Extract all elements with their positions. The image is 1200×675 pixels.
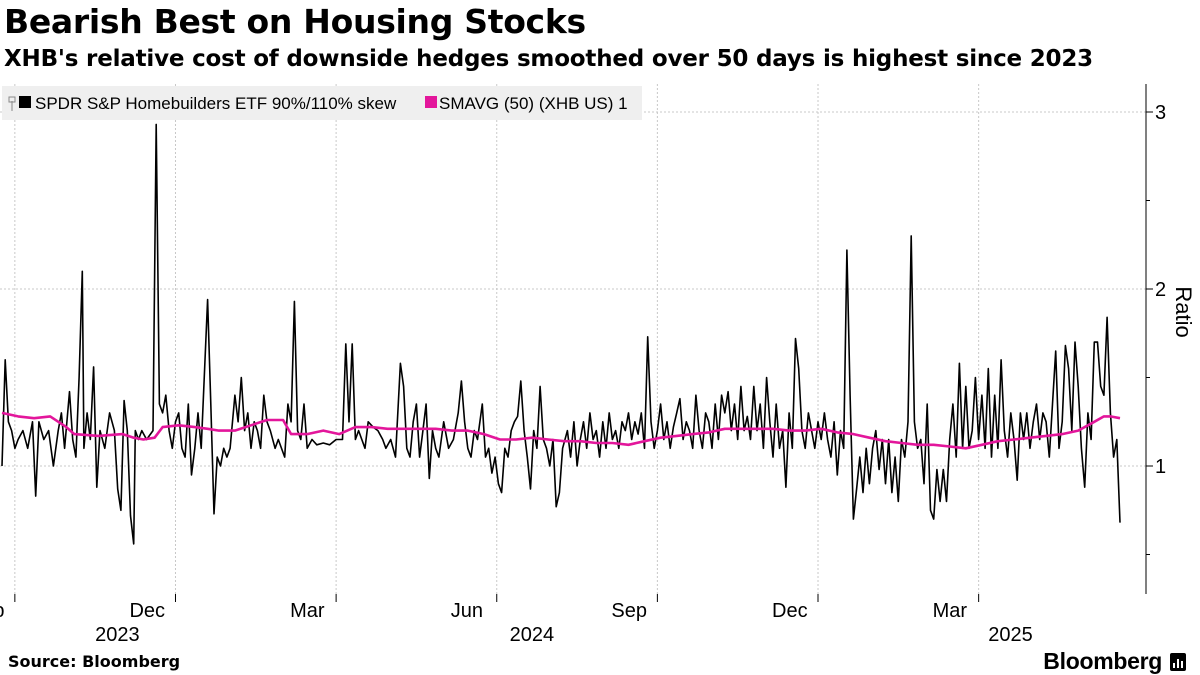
x-tick-label: Jun bbox=[451, 600, 483, 622]
x-tick-label: Mar bbox=[290, 600, 325, 622]
x-tick-label: Dec bbox=[772, 600, 808, 622]
page-title: Bearish Best on Housing Stocks bbox=[4, 2, 586, 41]
x-tick-label: Sep bbox=[0, 600, 4, 622]
x-tick-label: Dec bbox=[129, 600, 165, 622]
pin-head-icon bbox=[8, 96, 16, 103]
x-tick-label: Sep bbox=[611, 600, 647, 622]
source-note: Source: Bloomberg bbox=[8, 652, 181, 671]
series-line-smavg bbox=[1, 411, 1121, 450]
legend-swatch bbox=[19, 96, 31, 108]
y-axis-title: Ratio bbox=[1171, 286, 1196, 337]
x-year-label: 2025 bbox=[988, 624, 1033, 646]
x-year-label: 2024 bbox=[510, 624, 554, 646]
legend-label: SPDR S&P Homebuilders ETF 90%/110% skew bbox=[35, 94, 397, 113]
brand-name: Bloomberg bbox=[1043, 648, 1162, 674]
y-tick-label: 3 bbox=[1155, 102, 1166, 124]
page-subtitle: XHB's relative cost of downside hedges s… bbox=[4, 46, 1093, 72]
legend-box bbox=[2, 86, 642, 120]
legend-swatch bbox=[425, 96, 437, 108]
x-year-label: 2023 bbox=[95, 624, 139, 646]
series-line-skew bbox=[1, 123, 1121, 545]
y-tick-label: 1 bbox=[1155, 456, 1166, 478]
legend-label: SMAVG (50) (XHB US) 1 bbox=[439, 94, 628, 113]
x-tick-label: Mar bbox=[933, 600, 968, 622]
brand-logo: Bloomberg bbox=[1043, 648, 1186, 675]
y-tick-label: 2 bbox=[1155, 279, 1166, 301]
bar-chart-icon bbox=[1170, 652, 1186, 671]
